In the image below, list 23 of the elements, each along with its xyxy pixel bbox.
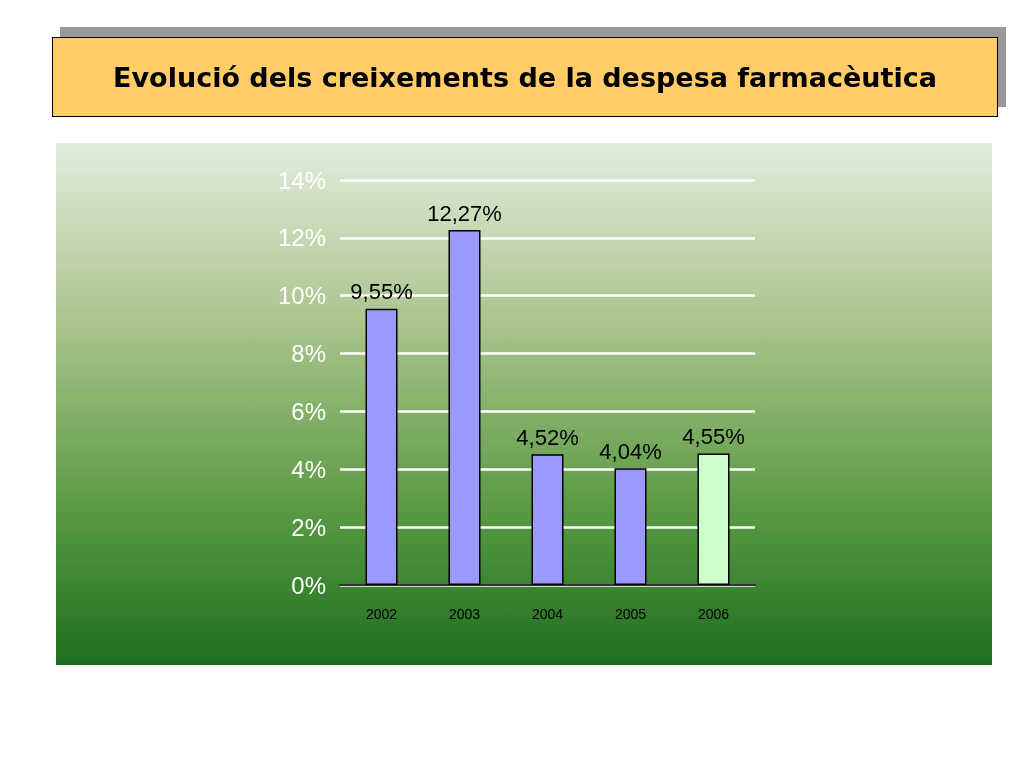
y-tick-label: 0% <box>291 571 326 599</box>
data-label: 12,27% <box>427 200 502 226</box>
y-tick-label: 10% <box>277 282 326 310</box>
data-label: 9,55% <box>350 279 413 305</box>
bar <box>448 230 481 585</box>
y-tick-label: 8% <box>291 340 326 368</box>
x-tick-label: 2004 <box>531 606 564 622</box>
bar <box>614 468 647 585</box>
y-tick-label: 6% <box>291 397 326 425</box>
data-label: 4,52% <box>516 424 579 450</box>
chart-title: Evolució dels creixements de la despesa farmacèutica <box>113 61 937 93</box>
bar <box>697 453 730 585</box>
x-tick-label: 2006 <box>697 606 730 622</box>
data-label: 4,55% <box>682 423 745 449</box>
y-tick-label: 4% <box>291 455 326 483</box>
x-tick-label: 2005 <box>614 606 647 622</box>
bar <box>365 308 398 585</box>
x-tick-label: 2002 <box>365 606 398 622</box>
y-tick-label: 2% <box>291 513 326 541</box>
y-tick-label: 12% <box>277 224 326 252</box>
x-tick-label: 2003 <box>448 606 481 622</box>
bar <box>531 454 564 585</box>
data-label: 4,04% <box>599 438 662 464</box>
